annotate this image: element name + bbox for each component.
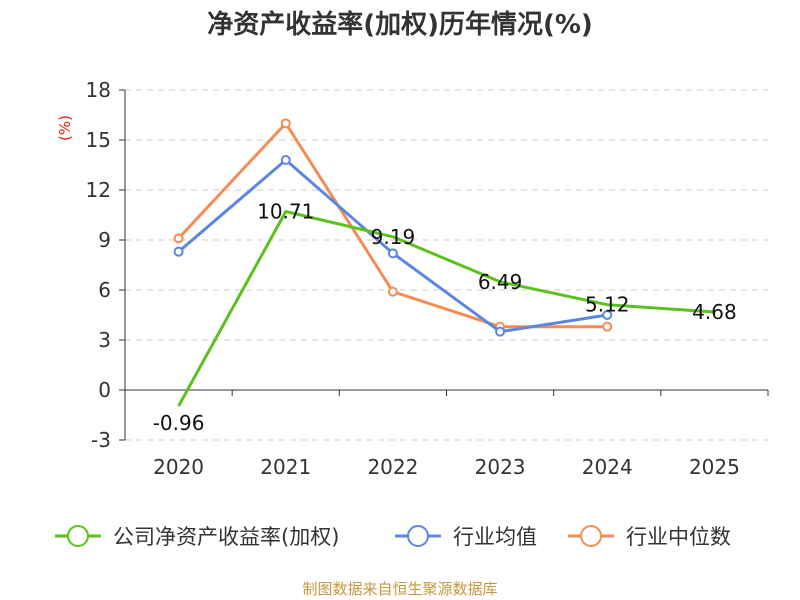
grid-layer	[125, 89, 768, 441]
series-2-point	[280, 118, 291, 129]
y-tick-label: 0	[98, 378, 111, 402]
chart-title: 净资产收益率(加权)历年情况(%)	[207, 10, 593, 40]
x-tick-label: 2020	[153, 455, 204, 479]
legend-label: 行业中位数	[626, 525, 731, 549]
x-tick-label: 2024	[582, 455, 633, 479]
series-2-point	[387, 286, 398, 297]
data-label-2021: 10.71	[257, 200, 314, 224]
data-label-2020: -0.96	[153, 411, 205, 435]
data-source-note: 制图数据来自恒生聚源数据库	[302, 580, 498, 598]
y-tick-label: -3	[91, 428, 111, 452]
x-tick-label: 2023	[475, 455, 526, 479]
legend-swatch-marker	[67, 525, 89, 547]
y-axis-label: (%)	[56, 115, 74, 141]
series-1-point	[602, 310, 613, 320]
legend-item-2[interactable]: 行业中位数	[568, 525, 731, 549]
y-tick-label: 3	[98, 328, 111, 352]
x-tick-label: 2025	[689, 455, 740, 479]
legend-item-1[interactable]: 行业均值	[395, 525, 537, 549]
x-tick-label: 2022	[367, 455, 418, 479]
legend-label: 行业均值	[453, 525, 537, 549]
data-label-2022: 9.19	[371, 225, 416, 249]
data-label-2024: 5.12	[585, 293, 630, 317]
data-label-2025: 4.68	[692, 300, 737, 324]
data-label-2023: 6.49	[478, 270, 523, 294]
axis-layer: -3 0 3 6 9 12 15 18 2020 2021 2022 2023 2024 2025	[86, 78, 769, 479]
legend-swatch-marker	[407, 525, 429, 547]
series-2-point	[602, 321, 613, 332]
x-tick-label: 2021	[260, 455, 311, 479]
legend-label: 公司净资产收益率(加权)	[113, 525, 339, 549]
series-1-point	[495, 326, 506, 337]
y-tick-label: 9	[98, 228, 111, 252]
series-line-0	[177, 210, 715, 407]
legend[interactable]: 公司净资产收益率(加权) 行业均值 行业中位数	[55, 525, 731, 549]
y-tick-label: 6	[98, 278, 111, 302]
y-tick-label: 18	[86, 78, 111, 102]
y-tick-label: 12	[86, 178, 111, 202]
legend-item-0[interactable]: 公司净资产收益率(加权)	[55, 525, 339, 549]
series-1-point	[280, 155, 291, 165]
series-layer	[173, 118, 715, 407]
series-2-point	[173, 233, 184, 244]
series-1-point	[387, 248, 398, 259]
series-1-point	[173, 246, 184, 257]
y-tick-label: 15	[86, 128, 111, 152]
legend-swatch-marker	[580, 525, 602, 547]
label-layer: -0.96 10.71 9.19 6.49 5.12 4.68	[153, 200, 737, 436]
